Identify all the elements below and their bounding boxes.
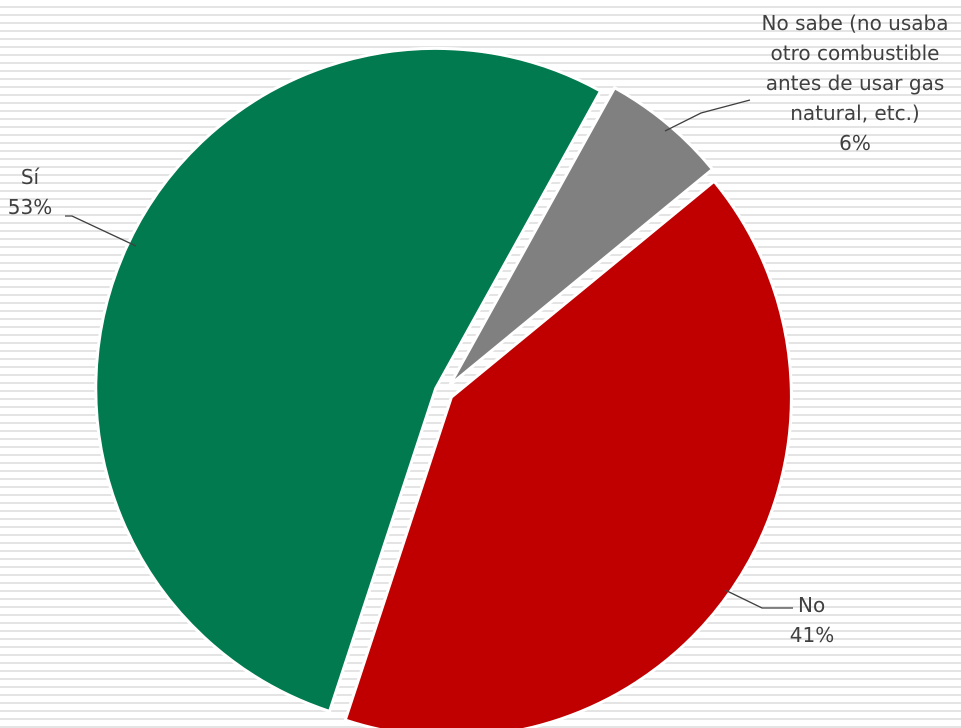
data-labels: No sabe (no usaba otro combustible antes d… bbox=[8, 11, 949, 647]
slice-category-label-0: No sabe (no usaba bbox=[762, 11, 949, 35]
pie-slice-1 bbox=[343, 179, 793, 728]
slice-category-label-2: Sí bbox=[21, 165, 41, 189]
pie-slice-2 bbox=[94, 46, 603, 714]
pie-slice-0 bbox=[448, 85, 715, 387]
slice-category-label-1: No bbox=[798, 593, 825, 617]
slice-value-label-1: 41% bbox=[790, 623, 834, 647]
pie-slices bbox=[94, 46, 793, 728]
leader-line-0 bbox=[664, 99, 751, 132]
leader-line-2 bbox=[65, 215, 137, 247]
leader-lines bbox=[65, 99, 793, 609]
leader-line-1 bbox=[724, 589, 793, 609]
slice-value-label-0: 6% bbox=[839, 131, 871, 155]
slice-value-label-2: 53% bbox=[8, 195, 52, 219]
slice-category-label-0: otro combustible bbox=[771, 41, 940, 65]
slice-category-label-0: antes de usar gas bbox=[766, 71, 945, 95]
slice-category-label-0: natural, etc.) bbox=[790, 101, 920, 125]
